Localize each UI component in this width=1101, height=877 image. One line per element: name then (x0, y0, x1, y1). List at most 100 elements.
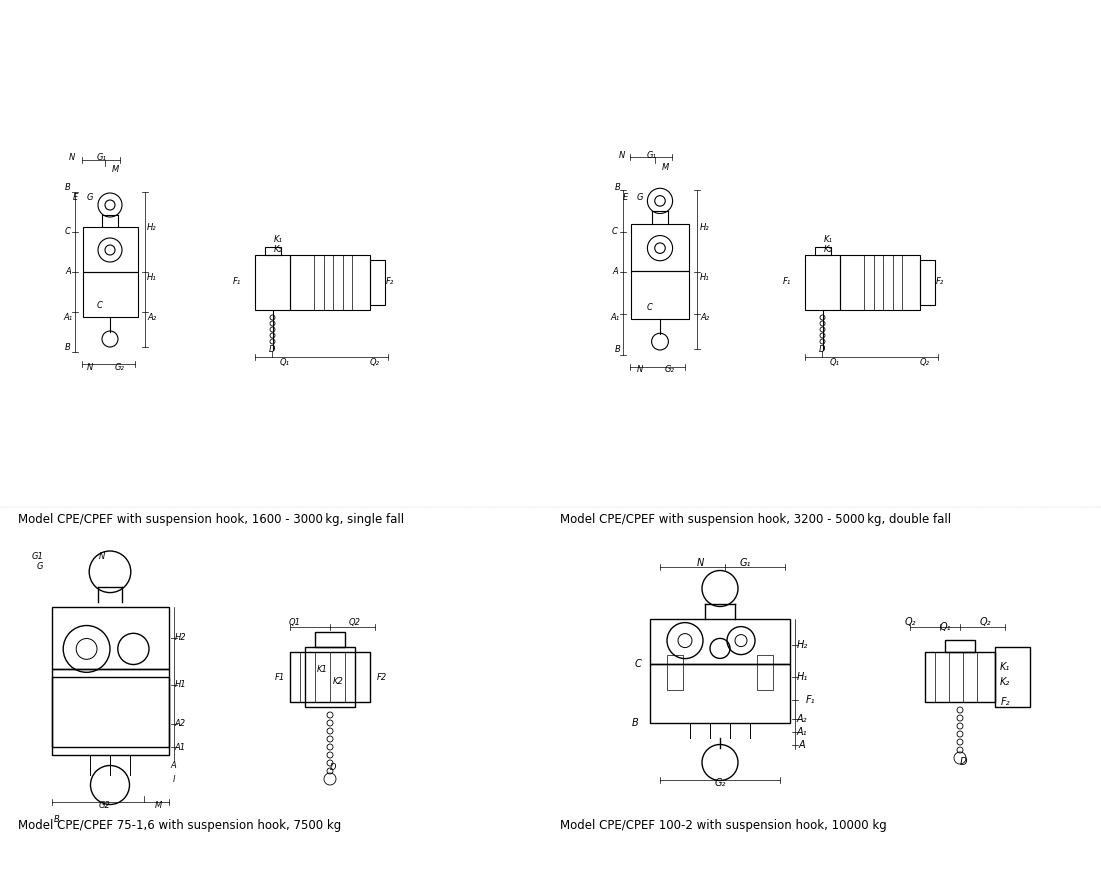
Bar (264, 246, 281, 254)
Bar (757, 655, 773, 690)
Text: C: C (97, 301, 102, 310)
Text: G₁: G₁ (97, 153, 107, 161)
Text: M: M (662, 162, 668, 172)
Bar (52, 677, 168, 747)
Bar (815, 246, 830, 254)
Text: A₂: A₂ (700, 312, 709, 322)
Text: K₁: K₁ (273, 236, 283, 245)
Text: F₁: F₁ (233, 277, 241, 287)
Text: B: B (65, 343, 70, 352)
Bar (315, 632, 345, 647)
Text: A: A (171, 760, 176, 769)
Text: A₁: A₁ (64, 312, 73, 322)
Text: B: B (615, 182, 621, 191)
Bar (650, 664, 791, 723)
Bar (52, 607, 168, 669)
Text: F₂: F₂ (385, 277, 394, 287)
Bar (840, 254, 920, 310)
Bar (995, 647, 1031, 707)
Text: G₂: G₂ (116, 362, 124, 372)
Bar (305, 647, 355, 707)
Text: G₁: G₁ (647, 151, 657, 160)
Text: Q₂: Q₂ (920, 358, 930, 367)
Text: G2: G2 (99, 801, 111, 809)
Bar (290, 254, 370, 310)
Text: C: C (634, 659, 642, 669)
Bar (667, 655, 683, 690)
Text: E: E (73, 192, 78, 202)
Text: H2: H2 (175, 633, 186, 643)
Bar (945, 640, 975, 652)
Text: K1: K1 (317, 665, 327, 674)
Text: Model CPE/CPEF 75-1,6 with suspension hook, 7500 kg: Model CPE/CPEF 75-1,6 with suspension ho… (18, 818, 341, 831)
Text: D: D (819, 346, 826, 354)
Bar (255, 254, 290, 310)
Bar (52, 669, 168, 755)
Text: Q₂: Q₂ (904, 617, 916, 627)
Text: K₂: K₂ (273, 246, 283, 254)
Text: H₁: H₁ (700, 273, 710, 282)
Text: E: E (622, 192, 628, 202)
Text: A: A (65, 267, 70, 276)
Text: N: N (636, 365, 643, 374)
Text: G₁: G₁ (739, 559, 751, 568)
Bar (370, 260, 385, 304)
Text: C: C (612, 227, 618, 237)
Bar (925, 652, 995, 702)
Text: N: N (69, 153, 75, 161)
Text: A₁: A₁ (610, 312, 620, 322)
Text: Q2: Q2 (349, 617, 361, 626)
Bar (290, 652, 370, 702)
Text: Q1: Q1 (288, 617, 301, 626)
Text: A: A (612, 267, 618, 276)
Text: D: D (269, 346, 275, 354)
Text: H₂: H₂ (796, 639, 808, 650)
Text: G: G (87, 192, 94, 202)
Text: K₁: K₁ (824, 236, 832, 245)
Bar (631, 224, 689, 271)
Text: K2: K2 (333, 678, 344, 687)
Bar (631, 271, 689, 318)
Text: l: l (173, 775, 175, 785)
Text: B: B (54, 816, 59, 824)
Text: H1: H1 (175, 681, 186, 689)
Text: N: N (99, 553, 105, 561)
Text: G: G (37, 562, 44, 571)
Text: A1: A1 (175, 743, 186, 752)
Text: C: C (647, 303, 653, 311)
Text: H₂: H₂ (148, 223, 156, 232)
Text: K₂: K₂ (1000, 677, 1010, 687)
Text: F₁: F₁ (805, 695, 815, 705)
Text: N: N (696, 559, 704, 568)
Text: H₁: H₁ (796, 672, 808, 682)
Text: Q₁: Q₁ (939, 622, 951, 632)
Text: M: M (155, 801, 162, 809)
Text: F₂: F₂ (1000, 697, 1010, 707)
Text: Model CPE/CPEF 100-2 with suspension hook, 10000 kg: Model CPE/CPEF 100-2 with suspension hoo… (560, 818, 886, 831)
Bar (83, 272, 138, 317)
Text: A₂: A₂ (797, 714, 807, 724)
Text: A2: A2 (175, 719, 186, 728)
Text: K₂: K₂ (824, 246, 832, 254)
Text: A: A (798, 739, 805, 750)
Text: Q₁: Q₁ (830, 358, 840, 367)
Text: A₂: A₂ (148, 312, 156, 322)
Text: N: N (619, 151, 625, 160)
Text: Q₂: Q₂ (979, 617, 991, 627)
Text: Model CPE/CPEF with suspension hook, 3200 - 5000 kg, double fall: Model CPE/CPEF with suspension hook, 320… (560, 512, 951, 525)
Text: D: D (330, 762, 336, 772)
Text: Model CPE/CPEF with suspension hook, 1600 - 3000 kg, single fall: Model CPE/CPEF with suspension hook, 160… (18, 512, 404, 525)
Text: Q₂: Q₂ (370, 358, 380, 367)
Text: F₂: F₂ (936, 277, 945, 287)
Text: D: D (959, 757, 967, 767)
Text: B: B (632, 717, 639, 728)
Text: G₂: G₂ (715, 778, 726, 788)
Bar (650, 618, 791, 664)
Text: G1: G1 (32, 553, 44, 561)
Bar (805, 254, 840, 310)
Text: G₂: G₂ (665, 365, 675, 374)
Text: M: M (111, 165, 119, 174)
Text: F₁: F₁ (783, 277, 792, 287)
Bar (920, 260, 935, 304)
Text: B: B (65, 182, 70, 191)
